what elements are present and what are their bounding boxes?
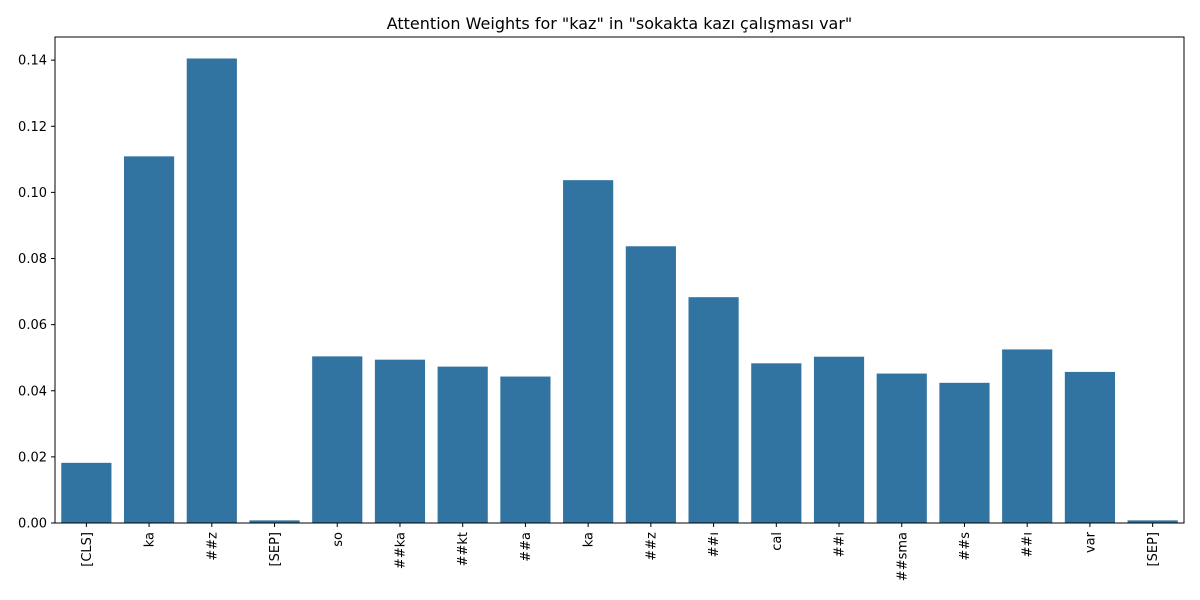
- x-tick-label-12: ##ı: [833, 532, 848, 557]
- bar-14: [939, 382, 990, 523]
- bar-11: [751, 363, 802, 523]
- y-tick-label-1: 0.02: [18, 450, 47, 465]
- plot-frame: [54, 36, 1185, 524]
- bars-group: [61, 58, 1178, 524]
- y-tick-label-2: 0.04: [18, 384, 47, 399]
- x-tick-label-2: ##z: [205, 532, 220, 561]
- bar-10: [688, 297, 739, 523]
- y-tick-label-7: 0.14: [18, 54, 47, 69]
- x-tick-label-0: [CLS]: [80, 532, 95, 567]
- bar-16: [1064, 371, 1116, 523]
- y-tick-label-6: 0.12: [18, 120, 47, 135]
- bar-3: [249, 520, 300, 523]
- y-tick-label-3: 0.06: [18, 318, 47, 333]
- x-tick-label-13: ##sma: [895, 532, 910, 581]
- x-tick-label-4: so: [331, 532, 346, 547]
- y-tick-label-4: 0.08: [18, 252, 47, 267]
- bar-15: [1002, 349, 1053, 523]
- bar-7: [500, 376, 551, 523]
- x-axis: [CLS] ka ##z [SEP] so ##ka ##kt ##a ka ##z ##ı cal #…: [80, 523, 1161, 581]
- y-tick-label-5: 0.10: [18, 186, 47, 201]
- x-tick-label-10: ##ı: [707, 532, 722, 557]
- bar-9: [625, 246, 676, 523]
- bar-6: [437, 366, 488, 523]
- x-tick-label-14: ##s: [958, 532, 973, 561]
- x-tick-label-15: ##ı: [1021, 532, 1036, 557]
- bar-4: [312, 356, 363, 523]
- x-tick-label-8: ka: [582, 532, 597, 547]
- bar-1: [123, 156, 175, 523]
- x-tick-label-7: ##a: [519, 532, 534, 562]
- x-tick-label-6: ##kt: [456, 532, 471, 566]
- bar-5: [374, 359, 426, 523]
- bar-13: [876, 373, 927, 523]
- bar-2: [186, 58, 237, 523]
- x-tick-label-9: ##z: [644, 532, 659, 561]
- chart-title: Attention Weights for "kaz" in "sokakta …: [387, 14, 853, 33]
- x-tick-label-1: ka: [143, 532, 158, 547]
- x-tick-label-11: cal: [770, 532, 785, 551]
- y-tick-label-0: 0.00: [18, 517, 47, 532]
- bar-17: [1127, 520, 1178, 523]
- y-axis: 0.00 0.02 0.04 0.06 0.08 0.10 0.12 0.14: [18, 54, 55, 532]
- x-tick-label-3: [SEP]: [268, 532, 283, 566]
- bar-8: [563, 180, 614, 524]
- bar-0: [61, 462, 112, 523]
- bar-12: [813, 356, 865, 523]
- x-tick-label-5: ##ka: [393, 532, 408, 569]
- x-tick-label-16: var: [1083, 531, 1098, 553]
- x-tick-label-17: [SEP]: [1146, 532, 1161, 566]
